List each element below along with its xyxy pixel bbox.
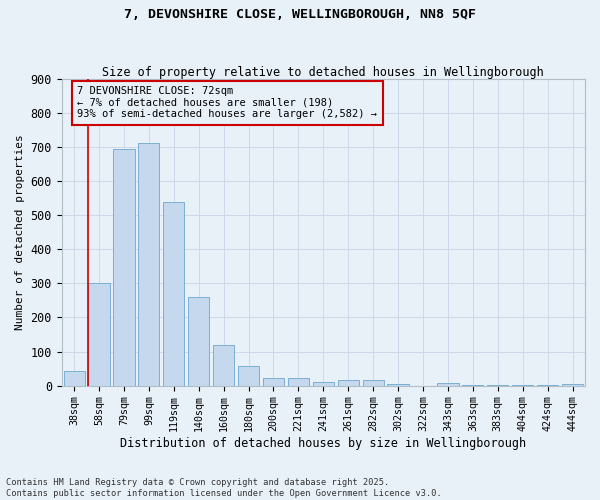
Bar	[138, 144, 160, 386]
Title: Size of property relative to detached houses in Wellingborough: Size of property relative to detached ho…	[103, 66, 544, 78]
Bar	[113, 149, 134, 386]
Bar	[462, 385, 484, 386]
Bar	[437, 383, 458, 386]
Text: 7, DEVONSHIRE CLOSE, WELLINGBOROUGH, NN8 5QF: 7, DEVONSHIRE CLOSE, WELLINGBOROUGH, NN8…	[124, 8, 476, 20]
Bar	[487, 385, 508, 386]
Bar	[288, 378, 309, 386]
Bar	[388, 384, 409, 386]
Bar	[562, 384, 583, 386]
Bar	[64, 372, 85, 386]
Text: 7 DEVONSHIRE CLOSE: 72sqm
← 7% of detached houses are smaller (198)
93% of semi-: 7 DEVONSHIRE CLOSE: 72sqm ← 7% of detach…	[77, 86, 377, 120]
X-axis label: Distribution of detached houses by size in Wellingborough: Distribution of detached houses by size …	[120, 437, 526, 450]
Bar	[213, 345, 234, 386]
Bar	[263, 378, 284, 386]
Bar	[338, 380, 359, 386]
Y-axis label: Number of detached properties: Number of detached properties	[15, 134, 25, 330]
Bar	[88, 284, 110, 386]
Bar	[163, 202, 184, 386]
Bar	[238, 366, 259, 386]
Text: Contains HM Land Registry data © Crown copyright and database right 2025.
Contai: Contains HM Land Registry data © Crown c…	[6, 478, 442, 498]
Bar	[362, 380, 384, 386]
Bar	[313, 382, 334, 386]
Bar	[188, 297, 209, 386]
